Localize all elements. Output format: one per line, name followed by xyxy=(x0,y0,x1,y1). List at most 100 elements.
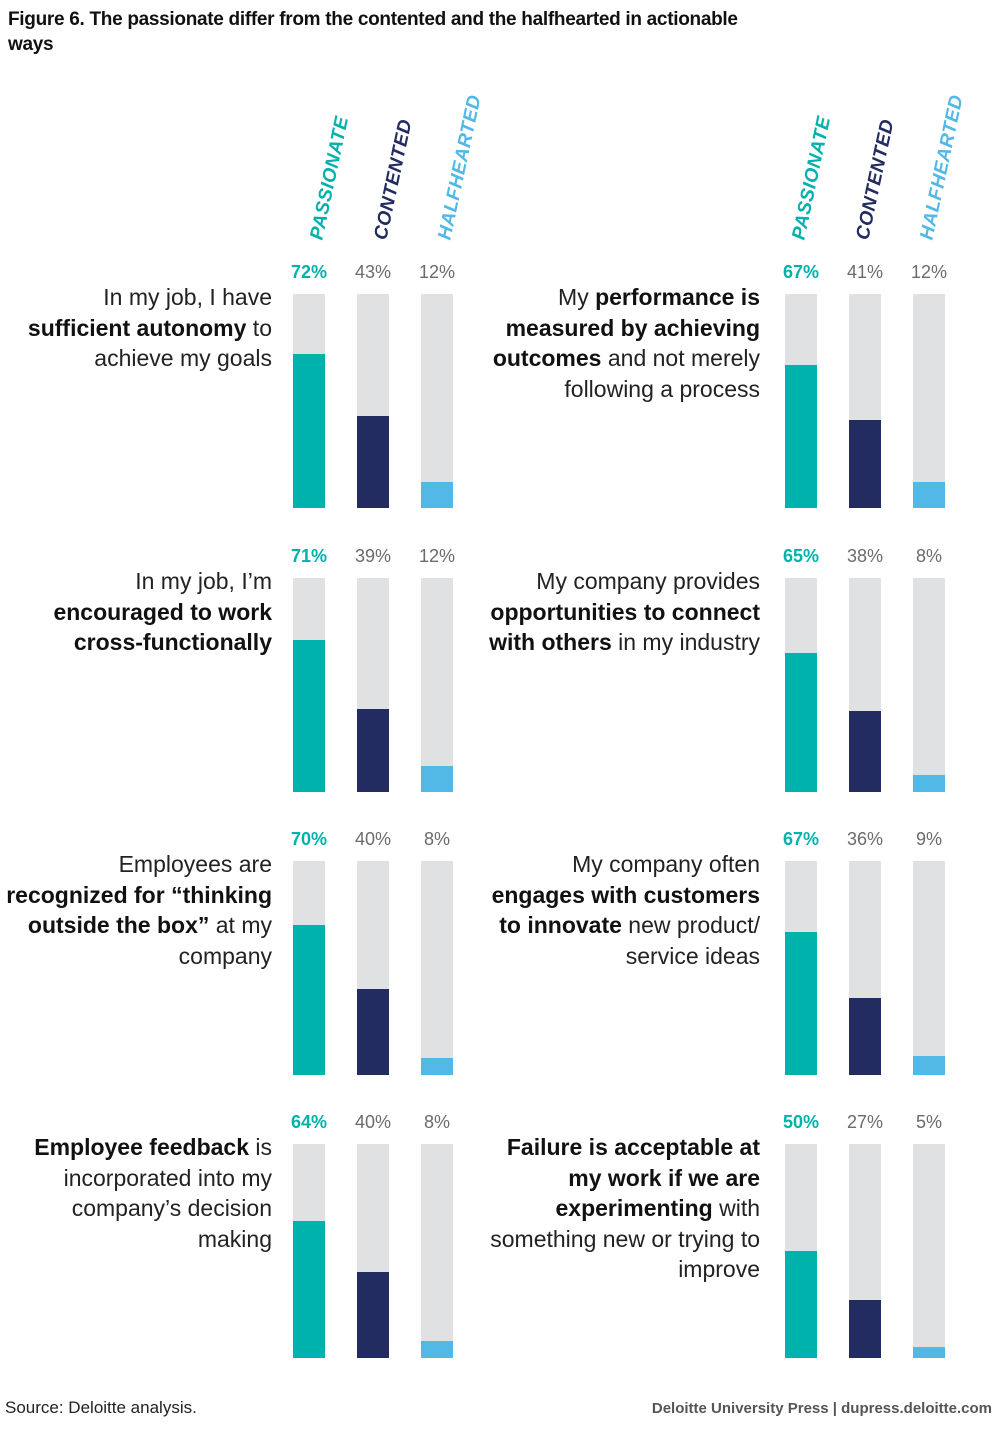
statement-segment: In my job, I have xyxy=(103,284,272,310)
bar-track xyxy=(293,1144,325,1358)
bar-passionate xyxy=(293,925,325,1075)
bar-track xyxy=(785,1144,817,1358)
bar-passionate xyxy=(785,652,817,792)
statement-text: Employees are recognized for “thinking o… xyxy=(0,849,272,971)
bar-track xyxy=(785,578,817,792)
panel: Employee feedback is incorporated into m… xyxy=(0,1112,480,1392)
figure-title: Figure 6. The passionate differ from the… xyxy=(8,9,738,55)
panel: Failure is acceptable at my work if we a… xyxy=(490,1112,972,1392)
statement-segment: is incorporated into my company’s decisi… xyxy=(63,1134,272,1252)
data-label-contented: 43% xyxy=(354,262,392,282)
bar-track xyxy=(421,861,453,1075)
bar-contented xyxy=(849,710,881,792)
statement-emphasis: engages with customers to innovate xyxy=(491,881,760,939)
series-label-contented: CONTENTED xyxy=(370,117,417,242)
statement-segment: Employees are xyxy=(118,851,272,877)
data-label-contented: 27% xyxy=(846,1112,884,1132)
bar-track xyxy=(849,578,881,792)
statement-text: Failure is acceptable at my work if we a… xyxy=(488,1132,760,1285)
series-label-passionate: PASSIONATE xyxy=(306,114,354,242)
panel: My company often engages with customers … xyxy=(492,829,972,1109)
statement-segment: to achieve my goals xyxy=(94,314,272,372)
data-label-halfhearted: 9% xyxy=(915,829,942,849)
bar-track xyxy=(357,861,389,1075)
bar-track xyxy=(913,294,945,508)
bar-contented xyxy=(849,1300,881,1358)
bar-contented xyxy=(357,708,389,792)
data-label-passionate: 65% xyxy=(782,546,820,566)
bar-contented xyxy=(849,420,881,508)
data-label-passionate: 67% xyxy=(782,829,820,849)
statement-emphasis: Employee feedback xyxy=(34,1134,249,1160)
data-label-contented: 41% xyxy=(846,262,884,282)
data-label-contented: 38% xyxy=(846,546,884,566)
panel: My company provides opportunities to con… xyxy=(489,546,972,826)
statement-emphasis: encouraged to work cross-functionally xyxy=(53,598,272,656)
panel: In my job, I have sufficient autonomy to… xyxy=(0,262,480,542)
statement-segment: My company often xyxy=(572,851,760,877)
statement-segment: at my company xyxy=(178,912,272,969)
bar-track xyxy=(421,1144,453,1358)
series-label-passionate: PASSIONATE xyxy=(788,114,836,242)
bar-passionate xyxy=(785,931,817,1075)
bar-track xyxy=(357,294,389,508)
data-label-halfhearted: 8% xyxy=(423,829,450,849)
data-label-halfhearted: 12% xyxy=(418,262,456,282)
bar-track xyxy=(785,861,817,1075)
statement-emphasis: sufficient autonomy xyxy=(27,314,247,341)
data-label-halfhearted: 8% xyxy=(915,546,942,566)
bar-track xyxy=(421,294,453,508)
statement-text: In my job, I’m encouraged to work cross-… xyxy=(0,566,272,658)
data-label-passionate: 72% xyxy=(290,262,328,282)
bar-contented xyxy=(357,989,389,1075)
bar-track xyxy=(849,294,881,508)
series-label-contented: CONTENTED xyxy=(852,117,899,242)
bar-halfhearted xyxy=(421,482,453,508)
data-label-halfhearted: 12% xyxy=(418,546,456,566)
bar-track xyxy=(913,578,945,792)
statement-segment: My company provides xyxy=(536,568,760,594)
statement-emphasis: performance is measured by achieving out… xyxy=(492,284,760,371)
statement-segment: and not merely following a process xyxy=(564,345,760,402)
statement-text: My company provides opportunities to con… xyxy=(488,566,760,658)
statement-emphasis: opportunities to connect with others xyxy=(489,598,760,656)
bar-halfhearted xyxy=(421,1340,453,1358)
panel: Employees are recognized for “thinking o… xyxy=(0,829,480,1109)
panel: In my job, I’m encouraged to work cross-… xyxy=(0,546,480,826)
series-label-halfhearted: HALFHEARTED xyxy=(916,92,968,242)
bar-halfhearted xyxy=(421,766,453,792)
bar-track xyxy=(421,578,453,792)
statement-segment: My xyxy=(558,284,596,310)
bar-passionate xyxy=(293,1221,325,1358)
bar-track xyxy=(293,294,325,508)
bar-contented xyxy=(849,997,881,1075)
series-header-right: PASSIONATE CONTENTED HALFHEARTED xyxy=(782,92,982,252)
data-label-halfhearted: 5% xyxy=(915,1112,942,1132)
bar-track xyxy=(293,861,325,1075)
bar-contented xyxy=(357,415,389,508)
statement-segment: new product/ service ideas xyxy=(621,912,760,969)
bar-passionate xyxy=(293,640,325,792)
bar-track xyxy=(849,861,881,1075)
data-label-passionate: 64% xyxy=(290,1112,328,1132)
panel: My performance is measured by achieving … xyxy=(492,262,972,542)
data-label-passionate: 67% xyxy=(782,262,820,282)
bar-halfhearted xyxy=(913,774,945,792)
statement-segment: with something new or trying to improve xyxy=(490,1195,760,1282)
statement-emphasis: Failure is acceptable at my work if we a… xyxy=(506,1134,760,1221)
bar-track xyxy=(913,1144,945,1358)
bar-track xyxy=(357,578,389,792)
statement-text: Employee feedback is incorporated into m… xyxy=(0,1132,272,1254)
bar-halfhearted xyxy=(913,482,945,508)
statement-text: My company often engages with customers … xyxy=(488,849,760,971)
bar-passionate xyxy=(785,364,817,508)
bar-passionate xyxy=(293,353,325,508)
data-label-contented: 40% xyxy=(354,829,392,849)
bar-track xyxy=(293,578,325,792)
data-label-passionate: 70% xyxy=(290,829,328,849)
bar-track xyxy=(849,1144,881,1358)
source-note: Source: Deloitte analysis. xyxy=(5,1398,197,1417)
publisher-credit: Deloitte University Press | dupress.delo… xyxy=(651,1400,992,1417)
series-header-left: PASSIONATE CONTENTED HALFHEARTED xyxy=(300,92,500,252)
data-label-halfhearted: 12% xyxy=(910,262,948,282)
